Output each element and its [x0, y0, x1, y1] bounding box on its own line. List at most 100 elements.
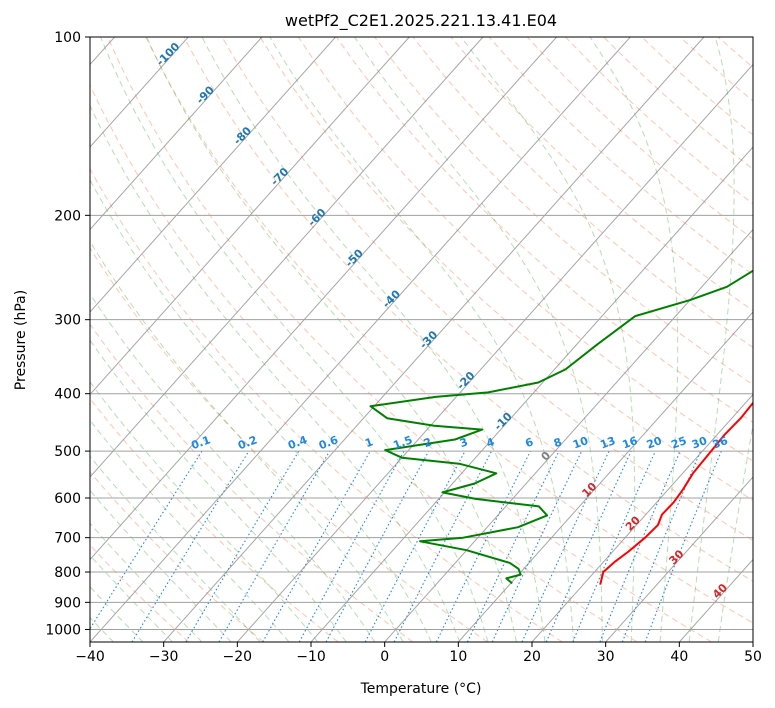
- dry-adiabat: [679, 37, 753, 102]
- isotherm-line: [90, 37, 189, 148]
- mixing-ratio-line: [325, 450, 430, 642]
- mixing-ratio-label: 8: [552, 435, 564, 450]
- isotherm-line: [236, 63, 753, 642]
- moist-adiabat: [90, 419, 290, 642]
- dry-adiabat: [717, 37, 753, 69]
- x-tick-label: 0: [380, 649, 389, 665]
- mixing-ratio-label: 2: [422, 435, 434, 450]
- isotherm-line: [752, 641, 753, 642]
- mixing-ratio-line: [393, 450, 493, 642]
- mixing-ratio-label: 0.1: [189, 433, 212, 452]
- mixing-ratio-label: 36: [711, 434, 730, 452]
- chart-title: wetPf2_C2E1.2025.221.13.41.E04: [285, 11, 557, 31]
- isotherm-label: 10: [579, 480, 599, 500]
- mixing-ratio-label: 20: [645, 434, 664, 452]
- dry-adiabat: [107, 37, 712, 642]
- isotherm-label: 40: [710, 581, 730, 601]
- moist-adiabat: [354, 37, 603, 642]
- isotherm-line: [90, 37, 631, 642]
- isotherm-line: [90, 37, 557, 561]
- mixing-ratio-line: [491, 450, 583, 642]
- dry-adiabat: [90, 471, 264, 642]
- mixing-ratio-line: [218, 450, 331, 642]
- mixing-ratio-line: [621, 450, 702, 642]
- isotherm-label: -60: [305, 206, 328, 229]
- moist-adiabat: [90, 293, 376, 642]
- isotherm-line: [605, 476, 753, 642]
- y-tick-label: 900: [54, 595, 81, 611]
- mixing-ratio-line: [599, 450, 681, 642]
- moist-adiabat: [688, 37, 735, 642]
- isotherm-line: [457, 311, 753, 642]
- moist-adiabat: [460, 37, 636, 642]
- moist-adiabat: [90, 455, 261, 642]
- mixing-ratio-line: [298, 450, 405, 642]
- x-tick-label: −10: [296, 649, 326, 665]
- mixing-ratio-line: [545, 450, 632, 642]
- isotherm-label: -80: [231, 124, 254, 147]
- isotherm-label: -30: [417, 328, 440, 351]
- y-tick-label: 700: [54, 531, 81, 547]
- mixing-ratio-label: 4: [485, 435, 497, 450]
- moist-adiabat: [90, 104, 461, 642]
- dry-adiabat: [450, 37, 753, 312]
- isotherm-label: -20: [454, 369, 477, 392]
- moist-adiabat: [90, 381, 319, 642]
- isotherm-line: [90, 37, 410, 396]
- moist-adiabat: [90, 339, 347, 642]
- y-tick-label: 800: [54, 565, 81, 581]
- y-tick-label: 400: [54, 387, 81, 403]
- dry-adiabat: [374, 37, 753, 386]
- mixing-ratio-label: 30: [690, 434, 709, 452]
- isotherm-line: [310, 146, 753, 642]
- x-tick-label: 50: [744, 649, 762, 665]
- dry-adiabat: [90, 83, 638, 642]
- dry-adiabat: [90, 544, 190, 642]
- dewpoint-profile: [369, 269, 753, 585]
- isotherm-label: -10: [492, 410, 515, 433]
- y-tick-label: 600: [54, 491, 81, 507]
- dry-adiabat: [641, 37, 753, 136]
- mixing-ratio-label: 1: [363, 435, 375, 450]
- mixing-ratio-label: 0.2: [236, 433, 259, 452]
- moist-adiabat: [269, 37, 575, 642]
- y-tick-label: 1000: [45, 622, 81, 638]
- mixing-ratio-line: [262, 450, 371, 642]
- mixing-ratio-line: [435, 450, 531, 642]
- mixing-ratio-label: 0.4: [286, 433, 309, 452]
- isotherm-label: -90: [194, 83, 217, 106]
- dry-adiabat: [145, 37, 753, 624]
- y-tick-label: 500: [54, 444, 81, 460]
- x-tick-label: 20: [523, 649, 541, 665]
- dry-adiabat: [336, 37, 753, 424]
- isotherm-line: [90, 37, 263, 231]
- moist-adiabat: [90, 179, 432, 642]
- isotherm-line: [90, 37, 336, 313]
- isotherm-line: [531, 393, 753, 642]
- moist-adiabat: [717, 422, 753, 642]
- mixing-ratio-label: 13: [598, 434, 617, 451]
- dry-adiabat: [90, 323, 414, 642]
- dry-adiabat: [90, 397, 339, 642]
- x-tick-label: 40: [670, 649, 688, 665]
- series-layer: [369, 269, 753, 585]
- mixing-ratio-line: [131, 450, 250, 642]
- isotherm-label: -70: [268, 165, 291, 188]
- dry-adiabat: [412, 37, 753, 349]
- mixing-ratio-line: [644, 450, 722, 642]
- mixing-ratio-label: 25: [669, 434, 688, 451]
- temperature-profile: [599, 401, 753, 585]
- mixing-ratio-line: [572, 450, 656, 642]
- moist-adiabat: [201, 37, 546, 642]
- y-tick-label: 200: [54, 208, 81, 224]
- grid-layer: [90, 37, 775, 642]
- mixing-ratio-label: 6: [523, 435, 535, 450]
- x-axis-label: Temperature (°C): [360, 681, 482, 697]
- dry-adiabat: [756, 37, 775, 642]
- isotherm-label: -100: [154, 40, 183, 69]
- dry-adiabat: [90, 167, 563, 642]
- moist-adiabat: [90, 240, 404, 642]
- isotherm-label: 30: [667, 547, 687, 567]
- mixing-ratio-label: 1.5: [391, 433, 414, 452]
